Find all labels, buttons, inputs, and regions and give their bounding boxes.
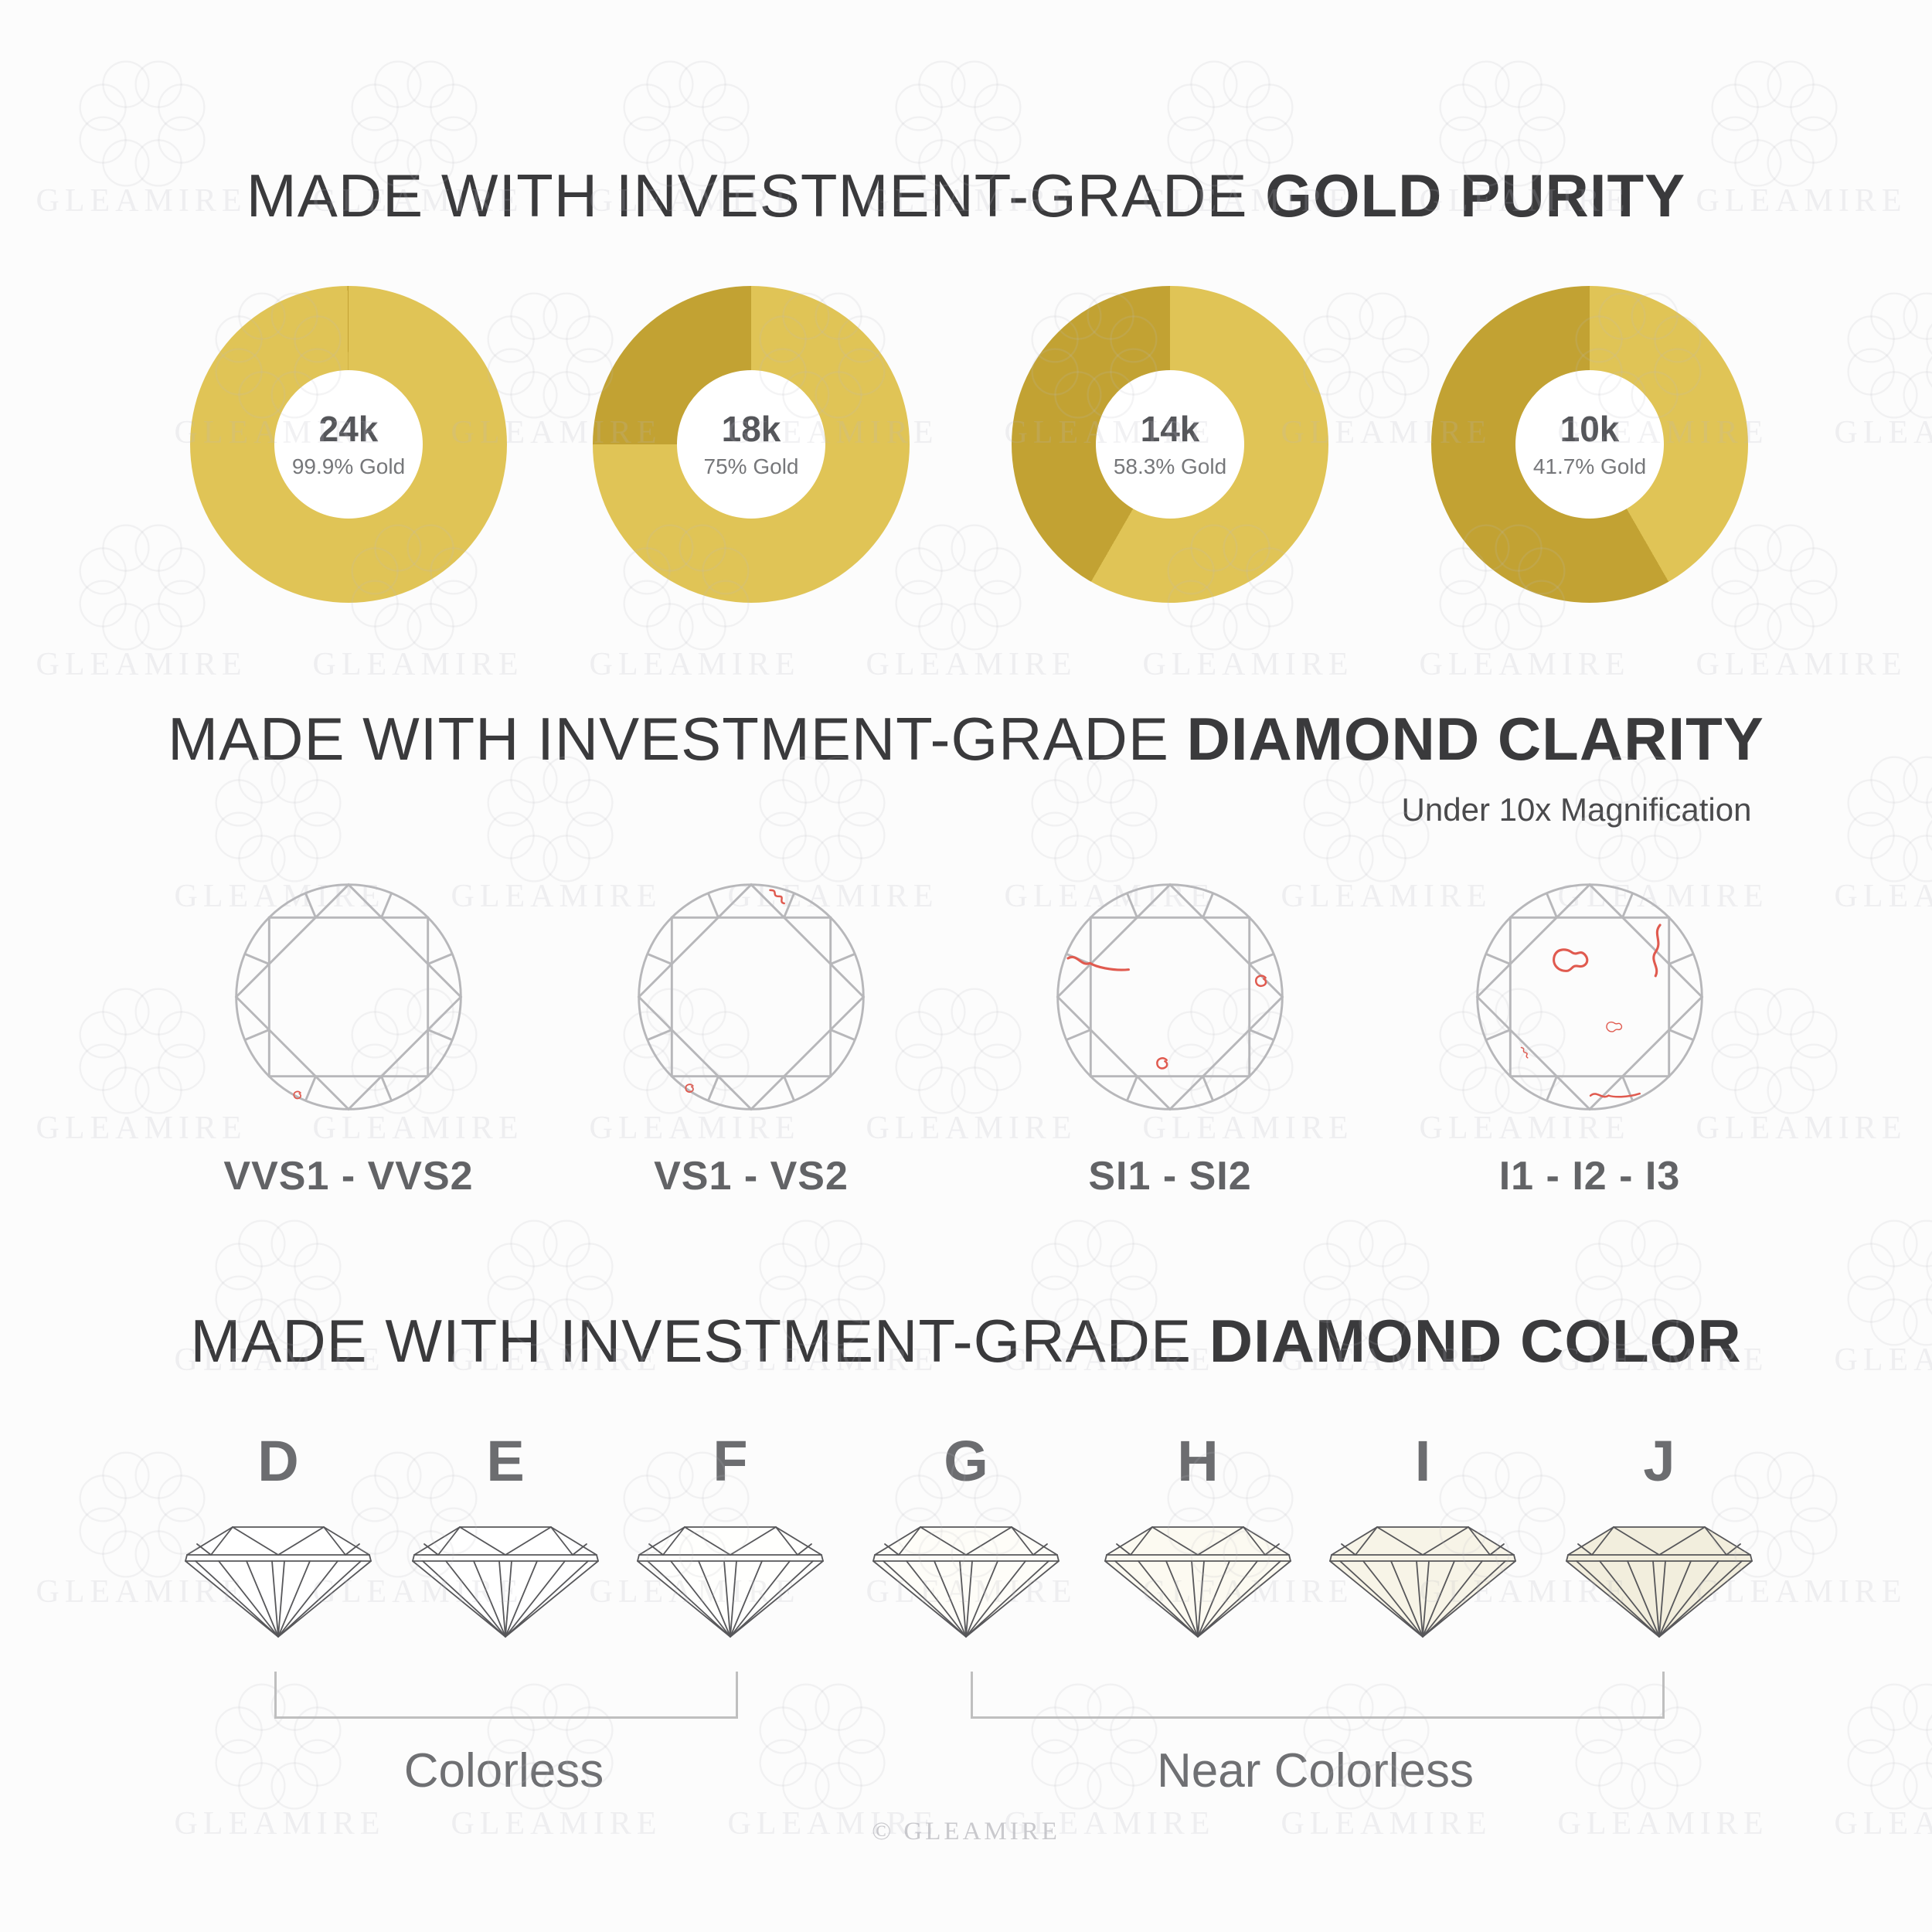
diamond-side-view-e-icon bbox=[412, 1526, 599, 1638]
diamond-side-view-j-icon bbox=[1566, 1526, 1753, 1638]
gleamire-logo-watermark-icon bbox=[79, 988, 206, 1114]
gleamire-logo-watermark-icon bbox=[895, 988, 1022, 1114]
color-title-bold: DIAMOND COLOR bbox=[1209, 1307, 1742, 1375]
clarity-diagram-si-icon bbox=[1056, 883, 1284, 1111]
donut-hole: 10k 41.7% Gold bbox=[1515, 370, 1664, 519]
gold-section-title: MADE WITH INVESTMENT-GRADE GOLD PURITY bbox=[0, 157, 1932, 234]
clarity-diagram-i-icon bbox=[1475, 883, 1704, 1111]
clarity-grade-label: VVS1 - VVS2 bbox=[223, 1154, 474, 1199]
brand-footer: © GLEAMIRE bbox=[872, 1818, 1060, 1845]
watermark-text: GLEAMIRE bbox=[1419, 647, 1631, 682]
diamond-side-view-h-icon bbox=[1104, 1526, 1291, 1638]
near-colorless-group-label: Near Colorless bbox=[1156, 1744, 1475, 1798]
color-grade-letter: F bbox=[713, 1429, 748, 1493]
watermark-text: GLEAMIRE bbox=[1834, 415, 1932, 451]
color-grade-letter: D bbox=[257, 1429, 299, 1493]
near-colorless-bracket bbox=[971, 1672, 1665, 1719]
purity-label: 58.3% Gold bbox=[1113, 454, 1227, 479]
watermark-text: GLEAMIRE bbox=[312, 647, 524, 682]
diamond-side-view-d-icon bbox=[185, 1526, 372, 1638]
donut-hole: 14k 58.3% Gold bbox=[1096, 370, 1244, 519]
watermark-text: GLEAMIRE bbox=[1142, 647, 1354, 682]
donut-chart-24k: 24k 99.9% Gold bbox=[190, 286, 507, 603]
colorless-group-label: Colorless bbox=[403, 1744, 604, 1798]
diamond-side-view-g-icon bbox=[872, 1526, 1060, 1638]
color-grade-letter: I bbox=[1414, 1429, 1431, 1493]
karat-label: 18k bbox=[721, 408, 781, 449]
color-section-title: MADE WITH INVESTMENT-GRADE DIAMOND COLOR bbox=[0, 1302, 1932, 1379]
clarity-diagram-vs-icon bbox=[637, 883, 866, 1111]
watermark-text: GLEAMIRE bbox=[866, 1111, 1077, 1146]
gold-title-bold: GOLD PURITY bbox=[1265, 162, 1686, 230]
watermark-text: GLEAMIRE bbox=[866, 647, 1077, 682]
watermark-text: GLEAMIRE bbox=[36, 1111, 247, 1146]
gleamire-logo-watermark-icon bbox=[79, 524, 206, 651]
watermark-text: GLEAMIRE bbox=[1834, 879, 1932, 914]
watermark-text: GLEAMIRE bbox=[1281, 879, 1492, 914]
clarity-section-title: MADE WITH INVESTMENT-GRADE DIAMOND CLARI… bbox=[0, 700, 1932, 777]
clarity-title-regular: MADE WITH INVESTMENT-GRADE bbox=[168, 705, 1187, 773]
color-grade-letter: G bbox=[944, 1429, 988, 1493]
karat-label: 24k bbox=[318, 408, 379, 449]
watermark-text: GLEAMIRE bbox=[36, 647, 247, 682]
clarity-grade-label: SI1 - SI2 bbox=[1088, 1154, 1252, 1199]
clarity-grade-label: VS1 - VS2 bbox=[654, 1154, 849, 1199]
diamond-side-view-f-icon bbox=[637, 1526, 824, 1638]
gleamire-logo-watermark-icon bbox=[759, 1683, 886, 1810]
gleamire-logo-watermark-icon bbox=[1711, 988, 1838, 1114]
watermark-text: GLEAMIRE bbox=[1696, 1111, 1907, 1146]
donut-hole: 18k 75% Gold bbox=[677, 370, 825, 519]
color-grade-letter: H bbox=[1177, 1429, 1219, 1493]
watermark-text: GLEAMIRE bbox=[451, 879, 662, 914]
purity-label: 75% Gold bbox=[703, 454, 799, 479]
donut-hole: 24k 99.9% Gold bbox=[274, 370, 423, 519]
watermark-text: GLEAMIRE bbox=[1696, 647, 1907, 682]
color-grade-letter: E bbox=[486, 1429, 525, 1493]
clarity-title-bold: DIAMOND CLARITY bbox=[1186, 705, 1764, 773]
donut-chart-14k: 14k 58.3% Gold bbox=[1012, 286, 1328, 603]
color-grade-letter: J bbox=[1643, 1429, 1675, 1493]
karat-label: 10k bbox=[1560, 408, 1620, 449]
donut-chart-10k: 10k 41.7% Gold bbox=[1431, 286, 1748, 603]
diamond-side-view-i-icon bbox=[1329, 1526, 1516, 1638]
clarity-grade-label: I1 - I2 - I3 bbox=[1498, 1154, 1681, 1199]
clarity-subtitle: Under 10x Magnification bbox=[1401, 791, 1752, 828]
purity-label: 99.9% Gold bbox=[291, 454, 406, 479]
colorless-bracket bbox=[274, 1672, 738, 1719]
gleamire-logo-watermark-icon bbox=[895, 524, 1022, 651]
watermark-text: GLEAMIRE bbox=[589, 647, 801, 682]
gleamire-logo-watermark-icon bbox=[1847, 292, 1932, 419]
clarity-diagram-vvs-icon bbox=[234, 883, 463, 1111]
gleamire-logo-watermark-icon bbox=[1847, 1683, 1932, 1810]
color-title-regular: MADE WITH INVESTMENT-GRADE bbox=[190, 1307, 1209, 1375]
gold-title-regular: MADE WITH INVESTMENT-GRADE bbox=[246, 162, 1266, 230]
gleamire-logo-watermark-icon bbox=[1711, 524, 1838, 651]
donut-chart-18k: 18k 75% Gold bbox=[593, 286, 910, 603]
karat-label: 14k bbox=[1140, 408, 1200, 449]
purity-label: 41.7% Gold bbox=[1532, 454, 1647, 479]
